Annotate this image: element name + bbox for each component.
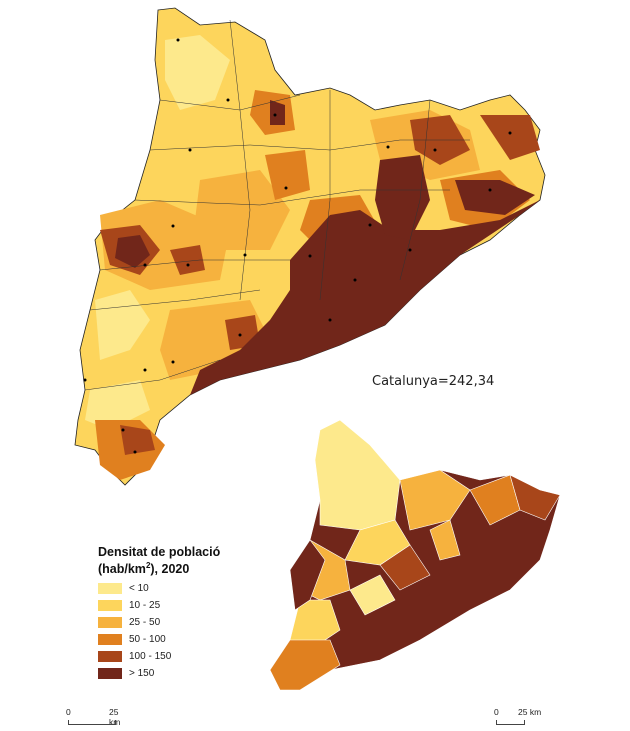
- legend: Densitat de població (hab/km2), 2020 < 1…: [98, 545, 220, 682]
- legend-item: 100 - 150: [98, 648, 220, 665]
- legend-item: > 150: [98, 665, 220, 682]
- legend-label: 25 - 50: [129, 617, 161, 629]
- scalebar-distance: 25 km: [109, 707, 121, 727]
- legend-item: 10 - 25: [98, 597, 220, 614]
- legend-title-line1: Densitat de població: [98, 545, 221, 559]
- scalebar-line: [68, 720, 116, 725]
- legend-swatch: [98, 617, 122, 629]
- scalebar-line: [496, 720, 525, 725]
- continuous-density-map: [74, 7, 546, 486]
- legend-unit-pre: (hab/km: [98, 562, 146, 577]
- legend-label: 10 - 25: [129, 600, 161, 612]
- legend-label: 50 - 100: [129, 634, 166, 646]
- legend-item: 50 - 100: [98, 631, 220, 648]
- scalebar-zero: 0: [66, 707, 71, 717]
- legend-title-line2: (hab/km2), 2020: [98, 559, 220, 576]
- legend-swatch: [98, 651, 122, 663]
- scalebar-distance: 25 km: [518, 707, 542, 717]
- legend-swatch: [98, 583, 122, 595]
- legend-swatch: [98, 668, 122, 680]
- legend-item: < 10: [98, 580, 220, 597]
- comarca-choropleth-map: [269, 419, 561, 691]
- legend-label: 100 - 150: [129, 651, 172, 663]
- scalebar-large-map: 0 25 km: [66, 707, 126, 727]
- legend-swatch: [98, 634, 122, 646]
- legend-swatch: [98, 600, 122, 612]
- municipality-points: [83, 38, 512, 454]
- scalebar-small-map: 0 25 km: [494, 707, 554, 725]
- catalonia-total-density: Catalunya=242,34: [372, 374, 495, 389]
- scalebar-zero: 0: [494, 707, 499, 717]
- legend-label: > 150: [129, 668, 155, 680]
- legend-item: 25 - 50: [98, 614, 220, 631]
- legend-items: < 10 10 - 25 25 - 50 50 - 100 100 - 150 …: [98, 580, 220, 682]
- legend-unit-sup: 2: [145, 561, 151, 570]
- legend-title: Densitat de població (hab/km2), 2020: [98, 545, 220, 576]
- density-zones-large: [85, 35, 540, 480]
- legend-label: < 10: [129, 583, 149, 595]
- legend-unit-post: ), 2020: [150, 562, 190, 577]
- comarca-boundaries-large: [84, 19, 470, 391]
